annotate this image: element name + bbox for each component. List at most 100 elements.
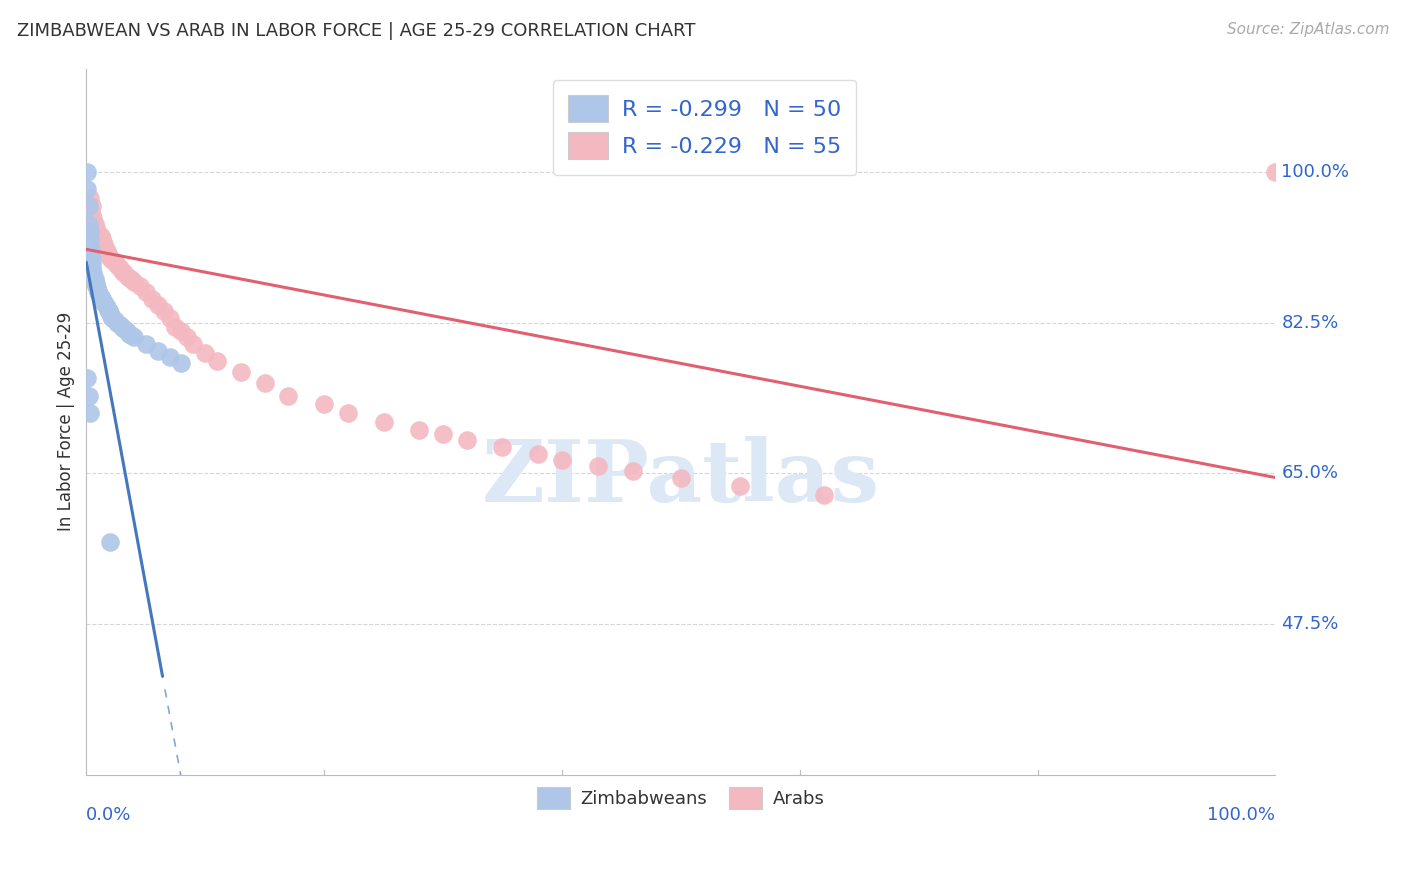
Point	[229, 365, 252, 379]
Point	[121, 272, 143, 286]
Point	[84, 277, 107, 291]
Point	[86, 281, 108, 295]
Point	[77, 199, 100, 213]
Point	[491, 441, 513, 455]
Point	[86, 225, 108, 239]
Text: 100.0%: 100.0%	[1208, 806, 1275, 824]
Point	[82, 269, 104, 284]
Point	[82, 212, 104, 227]
Point	[813, 488, 835, 502]
Text: 82.5%: 82.5%	[1281, 313, 1339, 332]
Point	[205, 354, 228, 368]
Point	[90, 293, 112, 307]
Point	[90, 232, 112, 246]
Point	[101, 311, 124, 326]
Legend: Zimbabweans, Arabs: Zimbabweans, Arabs	[529, 779, 834, 819]
Point	[146, 343, 169, 358]
Point	[94, 241, 117, 255]
Point	[84, 220, 107, 235]
Point	[408, 423, 430, 437]
Point	[152, 304, 174, 318]
Point	[89, 287, 111, 301]
Point	[314, 397, 336, 411]
Text: Source: ZipAtlas.com: Source: ZipAtlas.com	[1226, 22, 1389, 37]
Point	[108, 318, 131, 332]
Text: ZIPatlas: ZIPatlas	[482, 436, 880, 520]
Point	[90, 229, 112, 244]
Point	[79, 234, 101, 248]
Point	[87, 285, 110, 300]
Point	[93, 238, 115, 252]
Point	[586, 459, 609, 474]
Point	[122, 275, 145, 289]
Point	[373, 415, 395, 429]
Point	[181, 337, 204, 351]
Point	[170, 324, 193, 338]
Text: 47.5%: 47.5%	[1281, 615, 1339, 633]
Point	[111, 264, 134, 278]
Point	[159, 311, 181, 326]
Point	[91, 293, 114, 308]
Point	[104, 313, 127, 327]
Point	[80, 246, 103, 260]
Point	[84, 279, 107, 293]
Point	[112, 321, 135, 335]
Point	[97, 304, 120, 318]
Point	[141, 293, 163, 307]
Point	[122, 330, 145, 344]
Text: 100.0%: 100.0%	[1281, 163, 1350, 181]
Point	[118, 326, 141, 341]
Point	[94, 297, 117, 311]
Point	[77, 217, 100, 231]
Point	[79, 191, 101, 205]
Point	[77, 389, 100, 403]
Point	[105, 258, 128, 272]
Point	[456, 434, 478, 448]
Point	[76, 165, 98, 179]
Point	[101, 252, 124, 267]
Point	[96, 244, 118, 258]
Point	[100, 309, 122, 323]
Point	[336, 406, 359, 420]
Point	[621, 465, 644, 479]
Point	[104, 255, 127, 269]
Point	[82, 199, 104, 213]
Text: 65.0%: 65.0%	[1281, 464, 1339, 483]
Point	[98, 306, 121, 320]
Point	[83, 275, 105, 289]
Point	[669, 470, 692, 484]
Point	[135, 285, 157, 300]
Point	[91, 235, 114, 250]
Point	[551, 453, 574, 467]
Point	[93, 295, 115, 310]
Point	[277, 389, 299, 403]
Point	[135, 337, 157, 351]
Point	[76, 182, 98, 196]
Point	[97, 302, 120, 317]
Point	[87, 227, 110, 241]
Point	[79, 225, 101, 239]
Point	[80, 251, 103, 265]
Text: 0.0%: 0.0%	[86, 806, 132, 824]
Point	[83, 272, 105, 286]
Point	[105, 316, 128, 330]
Point	[98, 535, 121, 549]
Point	[159, 350, 181, 364]
Point	[194, 345, 217, 359]
Point	[82, 264, 104, 278]
Point	[80, 243, 103, 257]
Point	[82, 255, 104, 269]
Point	[176, 330, 198, 344]
Point	[146, 298, 169, 312]
Point	[90, 290, 112, 304]
Point	[76, 371, 98, 385]
Point	[83, 217, 105, 231]
Point	[112, 267, 135, 281]
Point	[97, 246, 120, 260]
Point	[82, 208, 104, 222]
Point	[82, 260, 104, 274]
Point	[121, 328, 143, 343]
Point	[432, 427, 454, 442]
Point	[1264, 165, 1286, 179]
Y-axis label: In Labor Force | Age 25-29: In Labor Force | Age 25-29	[58, 312, 75, 531]
